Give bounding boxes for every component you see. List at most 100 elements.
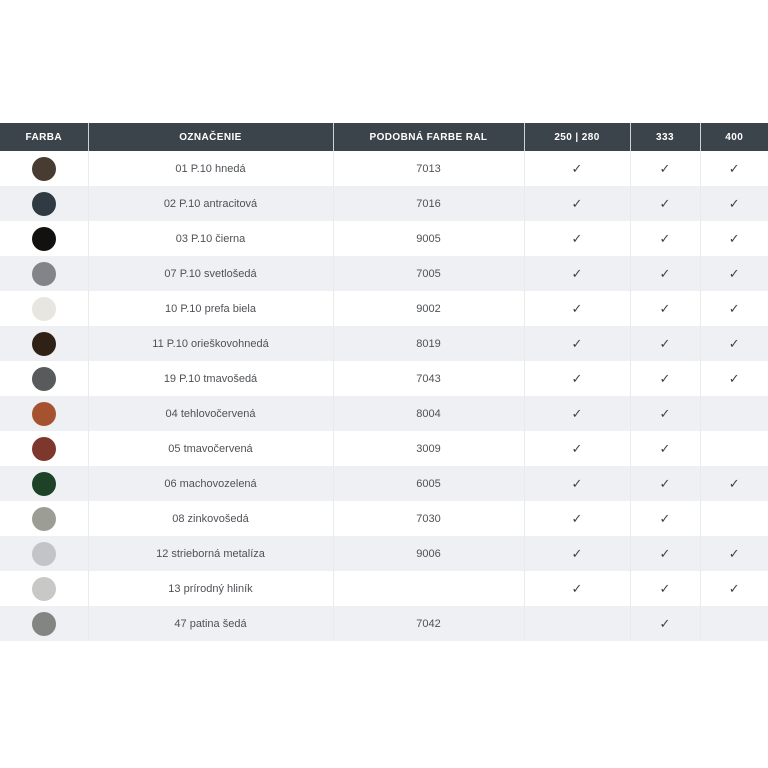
color-swatch-circle — [31, 436, 56, 461]
availability-cell-250_280: ✓ — [524, 361, 631, 396]
swatch-cell — [0, 466, 89, 501]
color-swatch-circle — [31, 331, 56, 356]
availability-cell-333: ✓ — [630, 326, 701, 361]
designation-cell: 07 P.10 svetlošedá — [88, 256, 334, 291]
color-swatch-circle — [31, 156, 56, 181]
color-swatch-circle — [31, 576, 56, 601]
color-swatch-circle — [31, 191, 56, 216]
availability-cell-400: ✓ — [700, 291, 768, 326]
color-swatch-circle — [31, 506, 56, 531]
availability-cell-400: ✓ — [700, 536, 768, 571]
availability-cell-333: ✓ — [630, 536, 701, 571]
checkmark-icon: ✓ — [728, 580, 740, 596]
column-header-333: 333 — [630, 123, 701, 151]
ral-cell: 7043 — [333, 361, 525, 396]
checkmark-icon: ✓ — [728, 300, 740, 316]
table-row: 02 P.10 antracitová 7016 ✓ ✓ ✓ — [0, 186, 768, 221]
table-row: 08 zinkovošedá 7030 ✓ ✓ — [0, 501, 768, 536]
checkmark-icon: ✓ — [728, 195, 740, 211]
availability-cell-333: ✓ — [630, 256, 701, 291]
availability-cell-400: ✓ — [700, 151, 768, 186]
swatch-cell — [0, 501, 89, 536]
availability-cell-250_280 — [524, 606, 631, 641]
checkmark-icon: ✓ — [571, 335, 583, 351]
availability-cell-400: ✓ — [700, 221, 768, 256]
availability-cell-250_280: ✓ — [524, 256, 631, 291]
availability-cell-333: ✓ — [630, 606, 701, 641]
designation-cell: 11 P.10 orieškovohnedá — [88, 326, 334, 361]
checkmark-icon: ✓ — [728, 475, 740, 491]
checkmark-icon: ✓ — [728, 160, 740, 176]
color-swatch-circle — [31, 226, 56, 251]
availability-cell-250_280: ✓ — [524, 151, 631, 186]
swatch-cell — [0, 571, 89, 606]
swatch-cell — [0, 186, 89, 221]
designation-cell: 02 P.10 antracitová — [88, 186, 334, 221]
checkmark-icon: ✓ — [728, 370, 740, 386]
availability-cell-333: ✓ — [630, 396, 701, 431]
designation-cell: 19 P.10 tmavošedá — [88, 361, 334, 396]
swatch-cell — [0, 431, 89, 466]
column-header-farba: FARBA — [0, 123, 89, 151]
color-swatch-circle — [31, 401, 56, 426]
color-swatch-circle — [31, 611, 56, 636]
checkmark-icon: ✓ — [571, 405, 583, 421]
table-row: 12 strieborná metalíza 9006 ✓ ✓ ✓ — [0, 536, 768, 571]
checkmark-icon: ✓ — [659, 615, 671, 631]
column-header-400: 400 — [700, 123, 768, 151]
checkmark-icon: ✓ — [571, 265, 583, 281]
designation-cell: 08 zinkovošedá — [88, 501, 334, 536]
checkmark-icon: ✓ — [659, 265, 671, 281]
checkmark-icon: ✓ — [571, 230, 583, 246]
checkmark-icon: ✓ — [659, 300, 671, 316]
swatch-cell — [0, 536, 89, 571]
table-row: 04 tehlovočervená 8004 ✓ ✓ — [0, 396, 768, 431]
availability-cell-250_280: ✓ — [524, 326, 631, 361]
ral-cell — [333, 571, 525, 606]
checkmark-icon: ✓ — [728, 265, 740, 281]
table-row: 47 patina šedá 7042 ✓ — [0, 606, 768, 641]
checkmark-icon: ✓ — [659, 230, 671, 246]
swatch-cell — [0, 256, 89, 291]
column-header-oznacenie: OZNAČENIE — [88, 123, 334, 151]
availability-cell-250_280: ✓ — [524, 186, 631, 221]
availability-cell-400: ✓ — [700, 466, 768, 501]
checkmark-icon: ✓ — [659, 195, 671, 211]
availability-cell-250_280: ✓ — [524, 291, 631, 326]
ral-cell: 8004 — [333, 396, 525, 431]
swatch-cell — [0, 326, 89, 361]
checkmark-icon: ✓ — [571, 300, 583, 316]
color-swatch-circle — [31, 471, 56, 496]
designation-cell: 03 P.10 čierna — [88, 221, 334, 256]
availability-cell-250_280: ✓ — [524, 431, 631, 466]
ral-cell: 7042 — [333, 606, 525, 641]
checkmark-icon: ✓ — [728, 335, 740, 351]
ral-cell: 7013 — [333, 151, 525, 186]
checkmark-icon: ✓ — [571, 370, 583, 386]
checkmark-icon: ✓ — [728, 230, 740, 246]
ral-cell: 7016 — [333, 186, 525, 221]
color-swatch-circle — [31, 541, 56, 566]
checkmark-icon: ✓ — [659, 335, 671, 351]
designation-cell: 06 machovozelená — [88, 466, 334, 501]
table-row: 03 P.10 čierna 9005 ✓ ✓ ✓ — [0, 221, 768, 256]
checkmark-icon: ✓ — [571, 580, 583, 596]
designation-cell: 01 P.10 hnedá — [88, 151, 334, 186]
checkmark-icon: ✓ — [571, 545, 583, 561]
designation-cell: 10 P.10 prefa biela — [88, 291, 334, 326]
availability-cell-333: ✓ — [630, 221, 701, 256]
availability-cell-333: ✓ — [630, 431, 701, 466]
availability-cell-400 — [700, 396, 768, 431]
availability-cell-250_280: ✓ — [524, 571, 631, 606]
checkmark-icon: ✓ — [659, 370, 671, 386]
availability-cell-250_280: ✓ — [524, 221, 631, 256]
designation-cell: 13 prírodný hliník — [88, 571, 334, 606]
availability-cell-250_280: ✓ — [524, 396, 631, 431]
table-row: 01 P.10 hnedá 7013 ✓ ✓ ✓ — [0, 151, 768, 186]
availability-cell-250_280: ✓ — [524, 501, 631, 536]
checkmark-icon: ✓ — [571, 475, 583, 491]
availability-cell-250_280: ✓ — [524, 536, 631, 571]
ral-cell: 9002 — [333, 291, 525, 326]
ral-cell: 9006 — [333, 536, 525, 571]
availability-cell-400: ✓ — [700, 571, 768, 606]
